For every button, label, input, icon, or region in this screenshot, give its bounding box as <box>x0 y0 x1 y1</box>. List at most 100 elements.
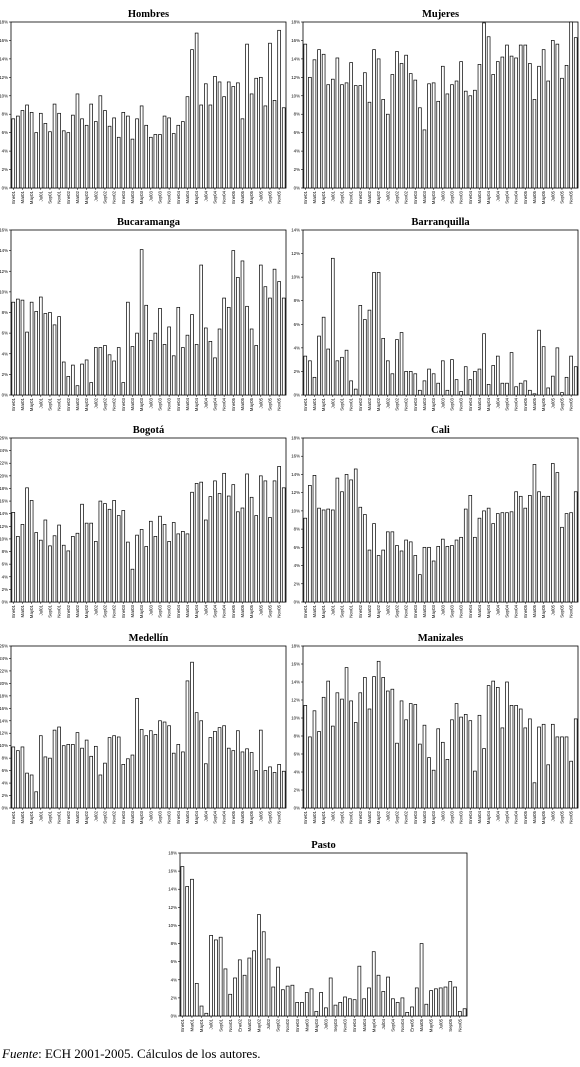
bar <box>194 483 199 603</box>
bar <box>103 345 107 396</box>
bar <box>321 316 326 396</box>
bar <box>445 93 450 189</box>
x-tick-label: Jul03 <box>440 810 445 821</box>
bar <box>139 729 144 809</box>
bar <box>422 546 427 603</box>
bar <box>441 741 445 809</box>
bar <box>413 555 418 603</box>
bar <box>144 735 148 809</box>
bar <box>204 83 208 189</box>
bar <box>344 349 349 396</box>
x-tick-label: Jul01 <box>38 604 43 615</box>
x-tick-label: Sep04 <box>505 810 510 823</box>
bar <box>204 763 208 809</box>
x-tick-label: Jul01 <box>330 604 335 615</box>
bar <box>43 313 48 396</box>
bar <box>312 59 317 189</box>
bar <box>518 708 523 809</box>
bar <box>573 718 578 809</box>
x-tick-label: Mar04 <box>362 1018 367 1031</box>
bar <box>281 770 286 809</box>
bar <box>135 118 139 189</box>
bar <box>254 770 258 809</box>
bar <box>25 104 29 189</box>
bar <box>181 121 185 189</box>
bar <box>381 549 385 603</box>
x-tick-label: Sep05 <box>560 397 565 410</box>
bar <box>121 764 126 809</box>
x-tick-label: Sep01 <box>340 604 345 617</box>
bar <box>48 757 52 809</box>
x-tick-label: Sep05 <box>268 810 273 823</box>
x-tick-label: Nov01 <box>349 397 354 410</box>
x-tick-label: Ene01 <box>11 810 16 823</box>
bar <box>112 735 116 809</box>
y-tick-label: 2% <box>2 793 8 798</box>
x-tick-label: Sep05 <box>448 1018 453 1031</box>
bar <box>263 770 268 809</box>
bar <box>158 515 162 603</box>
x-tick-label: Jul04 <box>203 604 208 615</box>
x-tick-label: Mar04 <box>185 190 190 203</box>
bar <box>317 507 321 603</box>
bar <box>408 703 413 809</box>
x-tick-label: May03 <box>431 810 436 824</box>
bar <box>34 132 38 189</box>
bar <box>149 136 153 189</box>
bar <box>395 545 399 603</box>
bar <box>43 519 48 603</box>
x-tick-label: Jul02 <box>266 1018 271 1029</box>
x-tick-label: Ene02 <box>66 397 71 410</box>
bar <box>217 328 222 396</box>
bar <box>317 731 321 809</box>
chart-panel-5: Cali 0% 2% 4% 6% 8% 10% 12% 14% 16% 18% Ene01 Mar01 M… <box>291 425 579 618</box>
x-tick-label: May02 <box>376 397 381 411</box>
bar <box>441 538 445 603</box>
bar <box>422 380 427 396</box>
bar <box>199 720 203 809</box>
x-tick-label: Sep04 <box>213 397 218 410</box>
bar <box>564 513 569 603</box>
x-tick-label: Nov05 <box>457 1018 462 1031</box>
x-tick-label: Nov02 <box>285 1018 290 1031</box>
bar <box>532 782 537 809</box>
bar <box>43 123 48 189</box>
bar <box>404 539 408 603</box>
x-tick-label: Jul05 <box>550 810 555 821</box>
x-tick-label: Mar05 <box>240 604 245 617</box>
x-tick-label: Ene01 <box>303 810 308 823</box>
x-tick-label: Ene04 <box>468 604 473 617</box>
x-tick-label: Nov02 <box>112 604 117 617</box>
bar <box>537 65 541 189</box>
x-tick-label: Mar01 <box>20 810 25 823</box>
bar <box>450 545 454 603</box>
bar <box>29 774 34 809</box>
bar <box>309 988 314 1017</box>
x-tick-label: Ene02 <box>358 810 363 823</box>
x-tick-label: Ene02 <box>358 190 363 203</box>
bar <box>71 744 75 809</box>
source-note: Fuente: ECH 2001-2005. Cálculos de los a… <box>2 1046 261 1062</box>
bar <box>103 110 107 189</box>
bar <box>204 327 208 396</box>
x-tick-label: May03 <box>431 604 436 618</box>
bar <box>107 354 112 396</box>
bar <box>66 550 71 603</box>
y-tick-label: 6% <box>171 959 177 964</box>
bar <box>80 503 84 603</box>
x-tick-label: May04 <box>486 397 491 411</box>
y-tick-label: 12% <box>0 75 8 80</box>
y-tick-label: 6% <box>294 130 300 135</box>
bar <box>94 541 98 603</box>
bar <box>190 49 194 189</box>
x-tick-label: Sep04 <box>505 604 510 617</box>
bar <box>281 297 286 396</box>
bar <box>560 392 564 396</box>
bar <box>482 333 486 396</box>
x-tick-label: Nov03 <box>167 190 172 203</box>
x-tick-label: Mar01 <box>190 1018 195 1031</box>
bar <box>272 480 277 603</box>
bar <box>473 89 477 189</box>
y-tick-label: 16% <box>168 869 177 874</box>
y-tick-label: 10% <box>168 923 177 928</box>
